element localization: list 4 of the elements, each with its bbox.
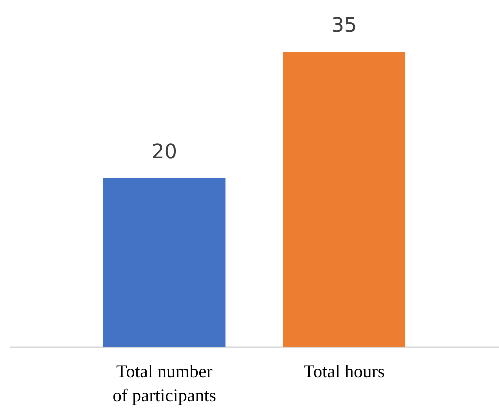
- x-tick-label: Total number of participants: [112, 362, 216, 406]
- data-label: 20: [152, 139, 178, 164]
- x-tick-label: Total hours: [304, 362, 386, 382]
- data-label: 35: [332, 13, 358, 37]
